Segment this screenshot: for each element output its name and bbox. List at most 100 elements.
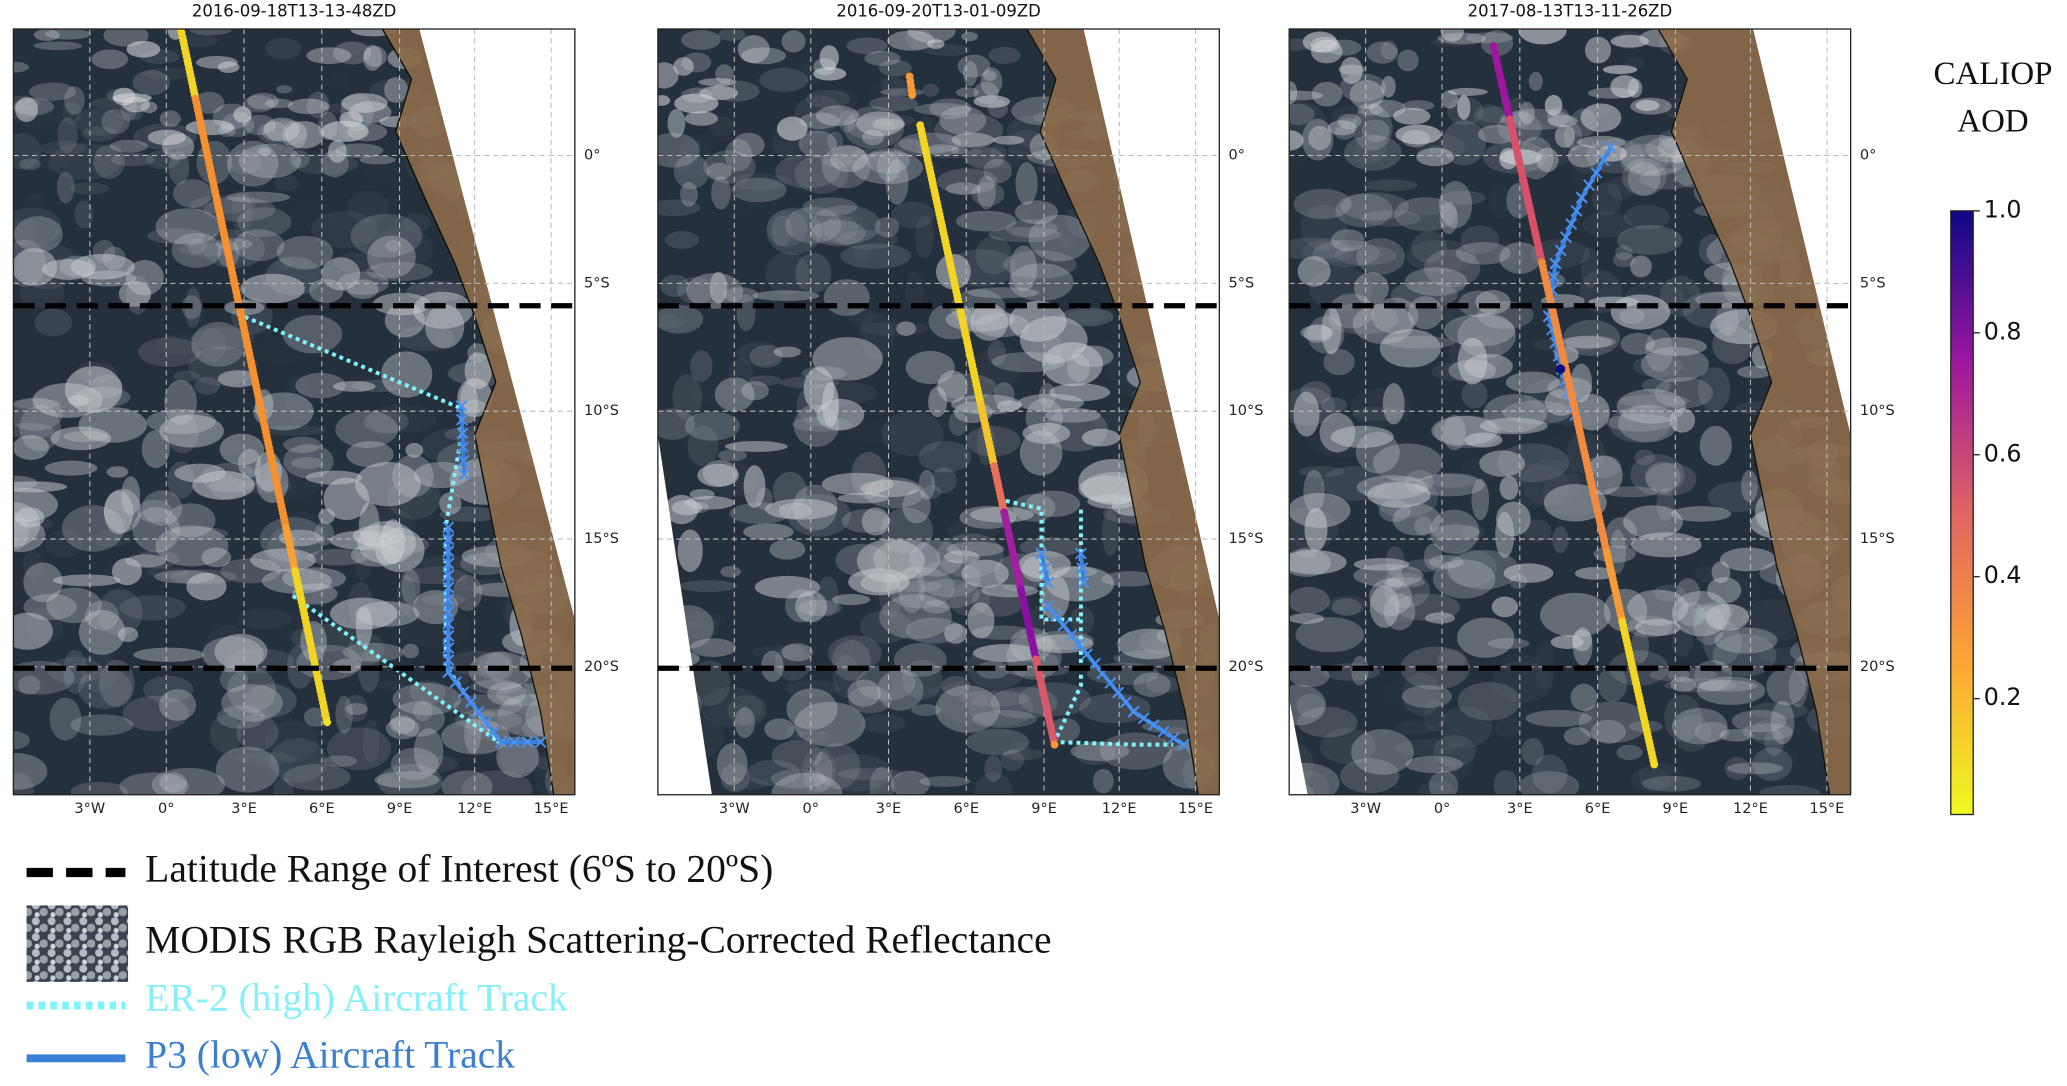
- cloud: [385, 717, 420, 740]
- cloud: [13, 398, 61, 410]
- cloud: [306, 548, 368, 566]
- cloud: [1331, 105, 1375, 126]
- cloud: [215, 746, 280, 793]
- cloud: [697, 463, 739, 488]
- cloud: [189, 28, 232, 36]
- cloud: [1007, 130, 1047, 159]
- cloud: [321, 257, 361, 291]
- cloud: [226, 667, 277, 713]
- colorbar-title: CALIOP: [1933, 56, 2052, 92]
- cloud: [1634, 449, 1655, 466]
- cloud: [103, 488, 142, 533]
- cloud: [766, 209, 808, 248]
- cloud: [677, 529, 703, 573]
- cloud: [853, 246, 871, 262]
- cloud: [274, 174, 300, 192]
- lon-tick-label: 3°W: [74, 801, 105, 817]
- cloud: [389, 336, 454, 347]
- cloud: [1397, 49, 1419, 72]
- cloud: [923, 44, 971, 56]
- cloud: [832, 654, 860, 698]
- cloud: [989, 143, 1007, 168]
- cloud: [155, 208, 221, 245]
- cloud: [919, 776, 971, 787]
- cloud: [819, 754, 893, 792]
- cloud: [13, 731, 30, 750]
- lat-tick-label: 5°S: [1860, 275, 1886, 291]
- cloud: [764, 718, 795, 740]
- cloud: [1694, 680, 1758, 692]
- cloud: [13, 239, 47, 287]
- cloud: [948, 410, 968, 436]
- cloud: [355, 462, 421, 507]
- colorbar-tick-label: 0.8: [1984, 317, 2022, 345]
- cloud: [975, 236, 1012, 275]
- cloud: [1289, 387, 1336, 427]
- cloud: [741, 47, 787, 65]
- cloud: [828, 635, 882, 672]
- cloud: [1531, 338, 1602, 352]
- cloud: [384, 76, 408, 103]
- no-data-area: [1083, 28, 1220, 620]
- cloud: [306, 47, 352, 65]
- cloud: [1726, 767, 1790, 779]
- cloud: [350, 543, 403, 567]
- cloud: [1676, 578, 1701, 608]
- cloud: [214, 633, 268, 670]
- cloud: [1432, 559, 1496, 599]
- cloud: [1457, 681, 1521, 721]
- cloud: [335, 695, 353, 734]
- cloud: [126, 40, 161, 58]
- cloud: [460, 552, 512, 576]
- cloud: [70, 781, 128, 795]
- cloud: [798, 130, 838, 158]
- cloud: [792, 484, 838, 531]
- lat-tick-label: 15°S: [1860, 531, 1895, 547]
- cloud: [1379, 329, 1441, 368]
- cloud: [1518, 28, 1567, 45]
- cloud: [166, 503, 216, 538]
- cloud: [657, 199, 701, 217]
- cloud: [33, 41, 83, 51]
- cloud: [217, 370, 259, 388]
- cloud: [657, 304, 704, 334]
- cloud: [364, 410, 409, 434]
- cloud: [841, 509, 891, 533]
- cloud: [861, 129, 884, 146]
- cloud: [938, 680, 988, 724]
- cloud: [1471, 478, 1490, 521]
- cloud: [18, 675, 41, 696]
- cloud: [1330, 425, 1394, 449]
- p3-marker: [442, 569, 455, 582]
- cloud: [967, 602, 995, 639]
- cloud: [1483, 393, 1547, 433]
- cloud: [781, 30, 806, 53]
- cloud: [284, 121, 324, 149]
- cloud: [773, 346, 802, 358]
- cloud: [720, 566, 741, 578]
- cloud: [1574, 393, 1610, 431]
- cloud: [34, 308, 72, 337]
- cloud: [402, 213, 431, 232]
- cloud: [320, 150, 349, 178]
- cloud: [173, 179, 213, 209]
- cloud: [487, 681, 527, 706]
- cloud: [356, 507, 417, 548]
- cloud: [812, 337, 883, 381]
- cloud: [61, 505, 125, 552]
- cloud: [971, 583, 1025, 617]
- cloud: [1289, 90, 1323, 101]
- cloud: [240, 273, 305, 304]
- p3-marker: [1559, 231, 1572, 244]
- cloud: [716, 743, 748, 786]
- p3-marker: [1549, 257, 1562, 270]
- cloud: [269, 738, 327, 783]
- cloud: [468, 651, 532, 691]
- cloud: [1302, 118, 1334, 161]
- cloud: [1691, 603, 1752, 628]
- cloud: [50, 426, 112, 451]
- p3-marker: [1112, 686, 1125, 699]
- cloud: [891, 201, 935, 229]
- cloud: [78, 609, 126, 655]
